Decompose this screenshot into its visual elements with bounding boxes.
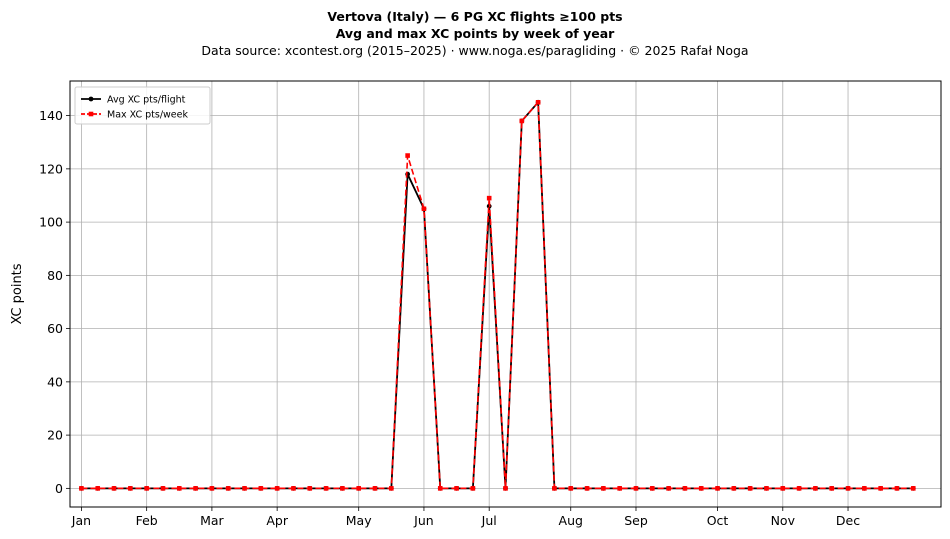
max-point — [747, 486, 753, 491]
x-tick-label: Sep — [624, 513, 648, 528]
max-point — [176, 486, 182, 491]
plot-frame — [69, 80, 942, 508]
max-point — [128, 486, 133, 491]
max-point — [503, 486, 508, 491]
chart-title: Vertova (Italy) — 6 PG XC flights ≥100 p… — [327, 9, 623, 24]
series-line-avg — [81, 101, 914, 490]
max-point — [584, 486, 590, 491]
max-point — [552, 486, 557, 491]
max-point — [617, 486, 622, 491]
max-point — [421, 206, 427, 212]
max-point — [372, 486, 378, 491]
y-tick-label: 20 — [47, 428, 63, 443]
max-point — [601, 486, 606, 491]
x-tick-label: Jun — [413, 513, 434, 528]
x-tick-label: Aug — [559, 513, 583, 528]
max-point — [845, 486, 851, 491]
max-point — [486, 195, 492, 201]
max-point — [568, 486, 574, 491]
y-tick-label: 100 — [39, 215, 63, 230]
max-point — [405, 153, 410, 158]
legend-label-avg: Avg XC pts/flight — [107, 95, 186, 106]
max-point — [193, 486, 198, 491]
max-point — [715, 486, 720, 491]
max-point — [144, 486, 149, 491]
max-point — [160, 486, 166, 491]
x-tick-label: May — [346, 513, 372, 528]
max-point — [323, 486, 329, 491]
max-point — [862, 486, 867, 491]
x-tick-label: Jul — [481, 513, 497, 528]
max-point — [633, 486, 639, 491]
legend-marker-avg — [88, 96, 94, 102]
y-tick-label: 0 — [55, 481, 63, 496]
max-point — [780, 486, 786, 491]
y-tick-label: 60 — [47, 321, 63, 336]
y-axis-label: XC points — [10, 263, 25, 324]
max-point — [519, 118, 525, 124]
max-point — [111, 486, 117, 491]
max-point — [95, 486, 101, 491]
max-point — [274, 486, 280, 491]
legend-box — [74, 86, 211, 125]
max-point — [813, 486, 818, 491]
series-layer — [79, 99, 916, 491]
y-tick-label: 80 — [47, 268, 63, 283]
max-point — [389, 486, 394, 491]
max-point — [356, 486, 362, 491]
max-point — [731, 486, 737, 491]
y-tick-label: 140 — [39, 108, 63, 123]
max-point — [829, 486, 835, 491]
axes: Jan Feb Mar Apr May Jun Jul Aug Sep Oct Nov Dec 0 20 4… — [39, 108, 860, 528]
max-point — [682, 486, 688, 491]
chart-source-note: Data source: xcontest.org (2015–2025) · … — [201, 43, 749, 58]
max-point — [910, 486, 916, 491]
legend-label-max: Max XC pts/week — [107, 110, 188, 121]
max-point — [894, 486, 900, 491]
y-tick-label: 120 — [39, 161, 63, 176]
max-point — [242, 486, 247, 491]
max-point — [535, 100, 541, 105]
max-point — [470, 486, 476, 491]
max-point — [454, 486, 459, 491]
max-point — [209, 486, 215, 491]
series-line-max — [81, 101, 914, 490]
max-point — [79, 486, 84, 491]
chart-titles: Vertova (Italy) — 6 PG XC flights ≥100 p… — [0, 8, 950, 59]
max-point — [796, 486, 802, 491]
legend: Avg XC pts/flight Max XC pts/week — [74, 86, 211, 125]
x-tick-label: Mar — [200, 513, 224, 528]
max-point — [698, 486, 704, 491]
max-point — [291, 486, 296, 491]
x-tick-label: Dec — [836, 513, 860, 528]
max-point — [666, 486, 671, 491]
grid-lines — [70, 81, 941, 507]
max-point — [878, 486, 883, 491]
max-point — [307, 486, 313, 491]
x-tick-label: Oct — [707, 513, 729, 528]
x-tick-label: Nov — [771, 513, 796, 528]
chart-subtitle: Avg and max XC points by week of year — [335, 26, 615, 41]
max-point — [437, 486, 443, 491]
x-tick-label: Apr — [266, 513, 288, 528]
legend-marker-max — [88, 111, 94, 117]
y-tick-label: 40 — [47, 374, 63, 389]
max-point — [225, 486, 231, 491]
max-point — [649, 486, 655, 491]
max-point — [258, 486, 264, 491]
max-point — [764, 486, 769, 491]
x-tick-label: Jan — [71, 513, 91, 528]
max-point — [340, 486, 345, 491]
x-tick-label: Feb — [136, 513, 158, 528]
